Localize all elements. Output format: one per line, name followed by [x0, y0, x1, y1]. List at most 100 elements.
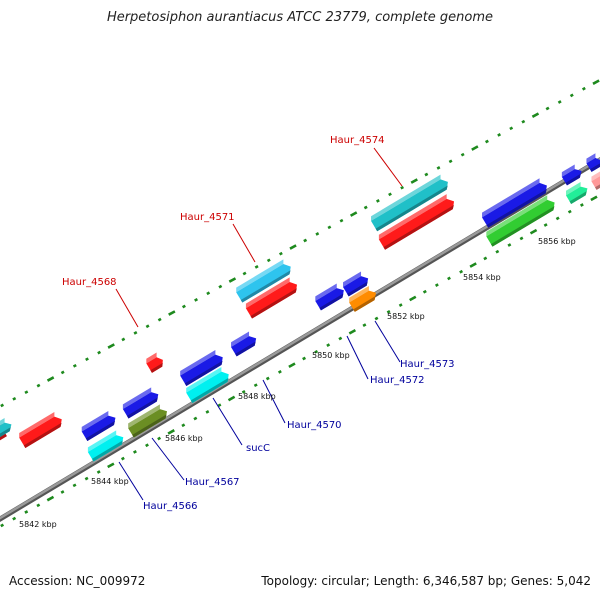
tick-mark — [194, 297, 199, 302]
tick-mark — [60, 490, 65, 494]
tick-mark — [277, 369, 282, 374]
tick-mark — [288, 362, 296, 369]
tick-mark — [205, 410, 210, 414]
tick-mark — [253, 383, 258, 388]
tick-mark — [521, 119, 526, 124]
tick-mark — [96, 470, 101, 474]
tick-mark — [0, 523, 5, 528]
tick-mark — [497, 133, 502, 137]
gene-teal-haur4574 — [371, 174, 448, 232]
tick-mark — [581, 86, 586, 91]
tick-mark — [12, 396, 17, 401]
tick-marks — [0, 79, 600, 528]
tick-mark — [531, 112, 540, 118]
tick-mark — [315, 232, 320, 236]
tick-mark — [167, 429, 175, 435]
tick-mark — [327, 225, 332, 230]
tick-mark — [289, 244, 297, 250]
tick-mark — [314, 349, 319, 354]
gene-label-top: Haur_4571 — [180, 212, 235, 223]
tick-mark — [557, 100, 562, 104]
tick-mark — [217, 403, 222, 408]
tick-mark — [326, 343, 331, 348]
kbp-label: 5844 kbp — [91, 477, 129, 486]
gene-label-top: Haur_4568 — [62, 277, 117, 288]
tick-mark — [36, 503, 41, 508]
leader-line — [212, 397, 243, 446]
tick-mark — [241, 389, 246, 394]
gene-green-f — [486, 195, 555, 247]
gene-olive-haur4567 — [128, 404, 168, 438]
tick-mark — [121, 337, 126, 342]
leader-line — [115, 288, 139, 328]
tick-mark — [193, 416, 198, 421]
leader-line — [374, 320, 401, 363]
tick-mark — [348, 328, 357, 335]
leader-line — [151, 437, 185, 481]
tick-mark — [266, 258, 271, 263]
tick-mark — [242, 271, 247, 276]
gene-blue-c — [180, 349, 223, 386]
tick-mark — [422, 289, 427, 294]
tick-mark — [36, 383, 41, 388]
genome-summary-text: Topology: circular; Length: 6,346,587 bp… — [261, 574, 591, 588]
tick-mark — [228, 277, 237, 283]
tick-mark — [24, 390, 29, 395]
tick-mark — [507, 243, 512, 247]
gene-blue-f — [482, 178, 547, 228]
gene-label-top: Haur_4574 — [330, 135, 385, 146]
tick-mark — [145, 324, 150, 329]
tick-mark — [12, 516, 17, 521]
gene-blue-a — [81, 410, 116, 441]
tick-mark — [529, 228, 538, 235]
tick-mark — [448, 159, 453, 164]
tick-mark — [107, 462, 115, 469]
tick-mark — [265, 376, 270, 381]
kbp-label: 5846 kbp — [165, 434, 203, 443]
tick-mark — [60, 370, 65, 375]
tick-mark — [424, 172, 429, 177]
gene-label-bottom: sucC — [246, 443, 270, 454]
tick-mark — [509, 126, 514, 131]
gene-aqua-haur4566 — [87, 430, 124, 462]
labels: 5842 kbp 5844 kbp 5846 kbp 5848 kbp 5850… — [19, 135, 576, 529]
gene-red-haur4571 — [245, 277, 298, 319]
tick-mark — [303, 238, 308, 243]
tick-mark — [227, 395, 236, 402]
gene-label-bottom: Haur_4572 — [370, 375, 425, 386]
tick-mark — [590, 195, 598, 202]
leader-line — [346, 335, 369, 380]
tick-mark — [0, 403, 5, 408]
accession-text: Accession: NC_009972 — [9, 574, 146, 588]
tick-mark — [409, 295, 417, 302]
tick-mark — [97, 350, 102, 355]
tick-mark — [133, 450, 137, 454]
kbp-label: 5856 kbp — [538, 237, 576, 246]
tick-mark — [388, 192, 392, 197]
tick-mark — [157, 317, 162, 322]
tick-mark — [206, 291, 211, 296]
tick-mark — [555, 216, 560, 221]
tick-mark — [567, 209, 572, 214]
tick-mark — [459, 269, 464, 274]
tick-mark — [145, 443, 149, 448]
tick-mark — [363, 205, 368, 210]
gene-teal-left — [0, 417, 12, 440]
tick-mark — [495, 249, 500, 254]
tick-mark — [181, 423, 186, 428]
gene-blue-e — [343, 271, 369, 297]
gene-pink-h — [591, 171, 600, 190]
tick-mark — [46, 376, 55, 382]
tick-mark — [398, 303, 403, 307]
tick-mark — [410, 178, 418, 184]
tick-mark — [460, 152, 465, 157]
tick-mark — [120, 456, 125, 461]
gene-blue-haur4572 — [315, 283, 344, 311]
tick-mark — [592, 79, 600, 85]
tick-mark — [519, 236, 524, 241]
gene-blue-g — [561, 164, 582, 186]
tick-mark — [579, 203, 584, 207]
tick-mark — [107, 343, 115, 349]
tick-mark — [133, 330, 138, 335]
